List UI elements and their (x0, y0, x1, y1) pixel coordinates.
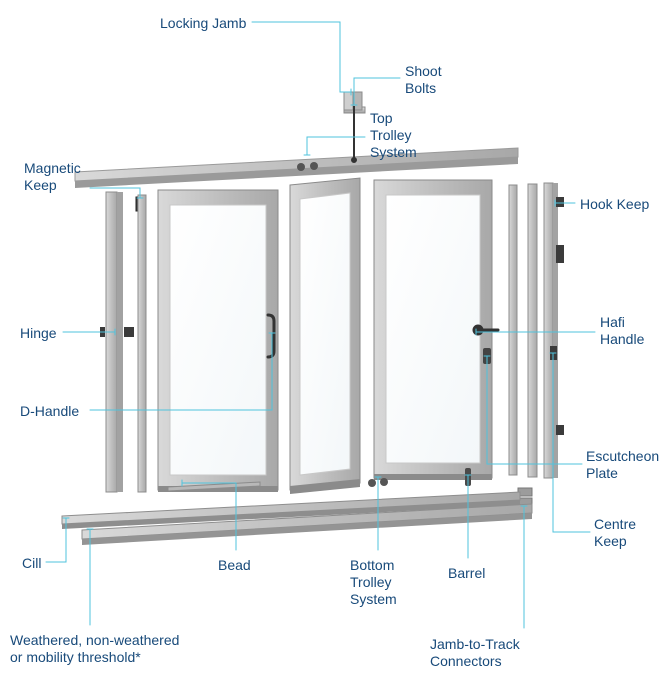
bifold-door-diagram (0, 0, 665, 700)
right-outer-jamb-a (528, 184, 537, 477)
left-inner-jamb (138, 195, 146, 492)
label-bead: Bead (218, 557, 251, 574)
label-barrel: Barrel (448, 565, 485, 582)
label-magnetic-keep: Magnetic Keep (24, 160, 81, 194)
label-hook-keep: Hook Keep (580, 196, 649, 213)
label-hafi-handle: Hafi Handle (600, 314, 644, 348)
label-escutcheon: Escutcheon Plate (586, 448, 659, 482)
label-cill: Cill (22, 555, 41, 572)
label-bottom-trolley: Bottom Trolley System (350, 557, 397, 607)
door-panel-1 (158, 190, 278, 492)
label-locking-jamb: Locking Jamb (160, 15, 246, 32)
label-shoot-bolts: Shoot Bolts (405, 63, 442, 97)
leader-top_trolley (307, 137, 365, 155)
right-lower-fitting (556, 425, 564, 435)
right-inner-jamb (509, 185, 517, 475)
label-top-trolley: Top Trolley System (370, 110, 417, 160)
leader-locking_jamb (252, 22, 351, 92)
label-hinge: Hinge (20, 325, 57, 342)
shoot-bolt-part (352, 106, 357, 163)
label-centre-keep: Centre Keep (594, 516, 636, 550)
label-jamb-to-track: Jamb-to-Track Connectors (430, 636, 520, 670)
label-weathered: Weathered, non-weathered or mobility thr… (10, 632, 179, 666)
door-panel-2 (290, 178, 360, 494)
left-jamb (106, 192, 123, 492)
label-d-handle: D-Handle (20, 403, 79, 420)
leader-centre_keep (553, 353, 590, 532)
right-outer-jamb-b (544, 183, 558, 478)
